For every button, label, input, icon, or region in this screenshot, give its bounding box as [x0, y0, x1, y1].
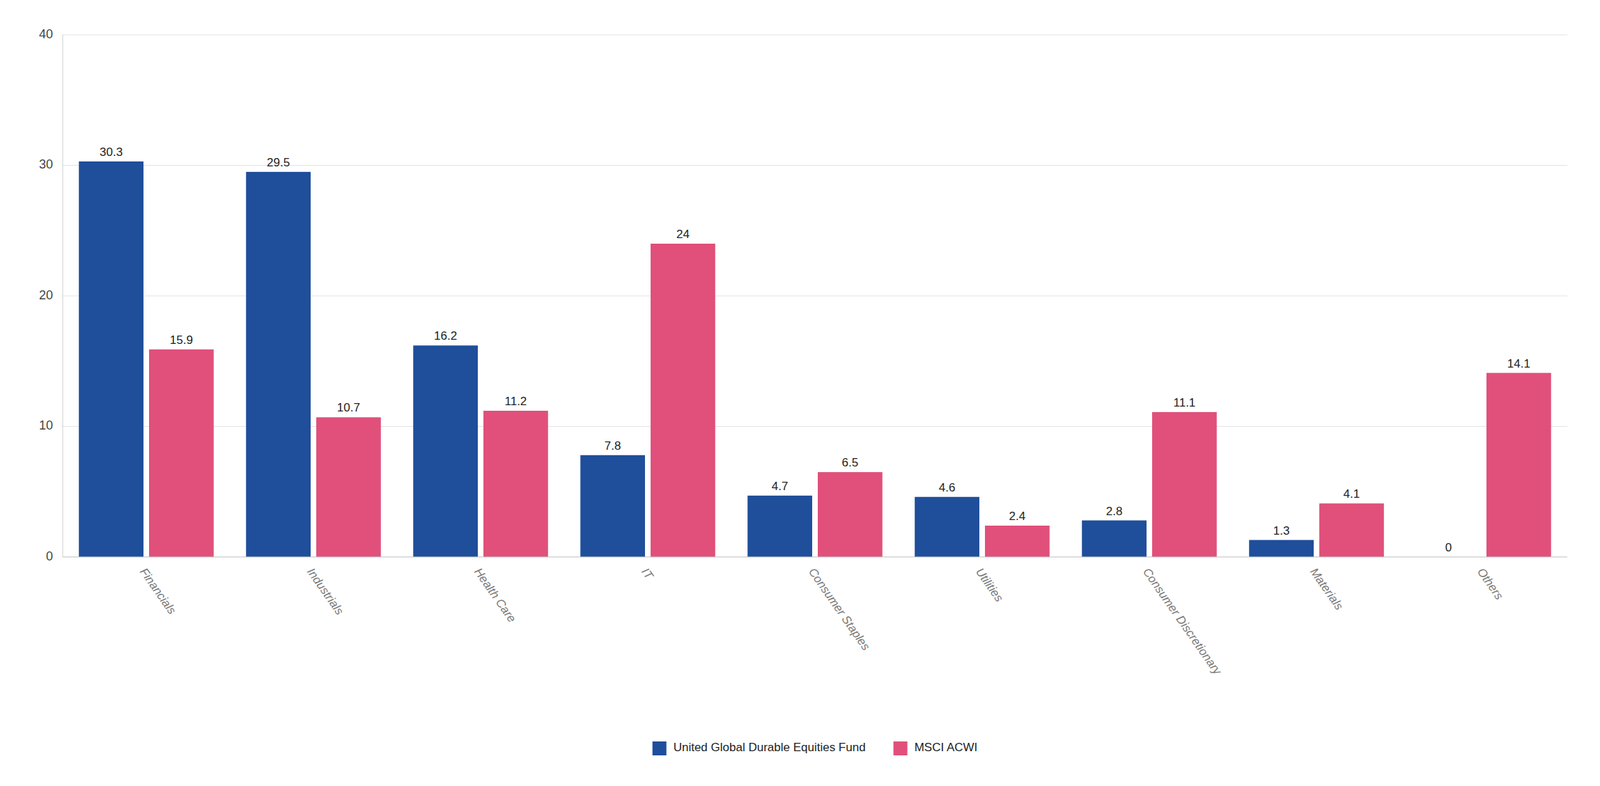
- x-tick-label: Others: [1474, 565, 1506, 603]
- y-tick-label: 20: [39, 288, 53, 303]
- data-label: 16.2: [433, 329, 457, 343]
- grid-line: [62, 34, 1568, 36]
- data-label: 4.1: [1343, 487, 1361, 501]
- grid: [62, 34, 1568, 558]
- bar: [245, 172, 311, 558]
- data-label: 2.4: [1009, 509, 1027, 524]
- x-tick-label: Consumer Staples: [805, 565, 873, 654]
- data-label: 4.6: [938, 481, 956, 495]
- data-label: 7.8: [604, 439, 622, 453]
- data-label: 11.1: [1173, 396, 1196, 410]
- legend-label: United Global Durable Equities Fund: [673, 741, 866, 755]
- data-label: 24: [676, 227, 690, 242]
- bar: [1152, 412, 1217, 558]
- x-tick-label: Consumer Discretionary: [1140, 565, 1225, 678]
- bar: [149, 349, 214, 558]
- legend-swatch: [893, 741, 908, 756]
- y-tick-label: 40: [39, 27, 53, 42]
- bar: [914, 497, 980, 558]
- grid-line: [62, 557, 1568, 558]
- data-label: 1.3: [1273, 524, 1291, 538]
- data-label: 4.7: [771, 479, 789, 494]
- bar: [984, 525, 1050, 558]
- bar: [483, 410, 549, 558]
- bar: [817, 472, 883, 558]
- data-labels: 30.3 29.5 16.2 7.8 4.7 4.6 2.8 1.3 0 15.9 10.7 11.2…: [99, 145, 1531, 555]
- data-label: 14.1: [1507, 357, 1531, 371]
- bar: [747, 495, 813, 558]
- x-tick-label: IT: [638, 565, 657, 584]
- y-tick-label: 30: [39, 157, 53, 172]
- bar: [1319, 503, 1385, 558]
- bar: [78, 161, 144, 558]
- data-label: 11.2: [504, 394, 527, 409]
- legend-swatch: [652, 741, 667, 756]
- bar: [413, 345, 478, 558]
- x-tick-label: Materials: [1307, 565, 1346, 613]
- y-tick-label: 10: [39, 418, 53, 433]
- y-tick-label: 0: [45, 549, 53, 564]
- bar: [1081, 521, 1147, 558]
- bar: [1248, 540, 1314, 558]
- bar: [650, 243, 716, 558]
- data-label: 6.5: [842, 456, 859, 470]
- x-tick-label: Industrials: [304, 565, 347, 618]
- data-label: 2.8: [1106, 505, 1123, 519]
- chart: 0 10 20 30 40 30.3 29.5 16.2 7.8 4.7 4.6 2.8 1.3 0 15.…: [0, 0, 1600, 786]
- bar: [580, 455, 646, 558]
- x-tick-label: Utilities: [973, 565, 1006, 605]
- y-axis-line: [62, 34, 64, 558]
- legend-label: MSCI ACWI: [914, 741, 978, 755]
- bars: [78, 161, 1552, 558]
- data-label: 30.3: [99, 145, 123, 159]
- data-label: 15.9: [169, 333, 193, 347]
- bar: [1486, 373, 1552, 558]
- data-label: 0: [1445, 541, 1452, 555]
- x-tick-label: Health Care: [471, 565, 519, 625]
- data-label: 29.5: [266, 156, 290, 170]
- legend: United Global Durable Equities Fund MSCI …: [652, 741, 978, 756]
- bar: [316, 417, 382, 558]
- x-tick-label: Financials: [137, 565, 180, 618]
- data-label: 10.7: [337, 401, 361, 415]
- x-axis-line: [62, 557, 1568, 558]
